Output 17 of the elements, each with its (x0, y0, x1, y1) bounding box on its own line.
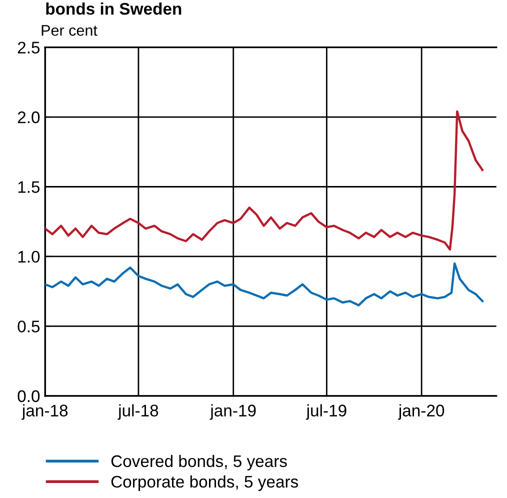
legend-label: Corporate bonds, 5 years (111, 475, 298, 491)
line-series (45, 262, 484, 306)
chart-title: bonds in Sweden (46, 2, 182, 15)
y-tick-label: 1.5 (18, 181, 40, 193)
x-tick-label: jul-19 (306, 404, 346, 420)
y-tick-label: 0.0 (18, 390, 40, 402)
x-tick-label: jan-18 (22, 404, 68, 420)
y-tick-label: 0.5 (18, 320, 40, 332)
x-tick-label: jan-20 (398, 404, 444, 420)
y-tick-label: 2.0 (18, 111, 40, 124)
y-tick-label: 1.0 (18, 250, 40, 263)
x-tick-label: jan-19 (210, 404, 256, 420)
y-axis-title: Per cent (42, 25, 98, 36)
line-series (45, 110, 484, 251)
y-tick-label: 2.5 (18, 42, 40, 54)
x-tick-label: jul-18 (118, 404, 158, 420)
legend-label: Covered bonds, 5 years (111, 454, 287, 470)
